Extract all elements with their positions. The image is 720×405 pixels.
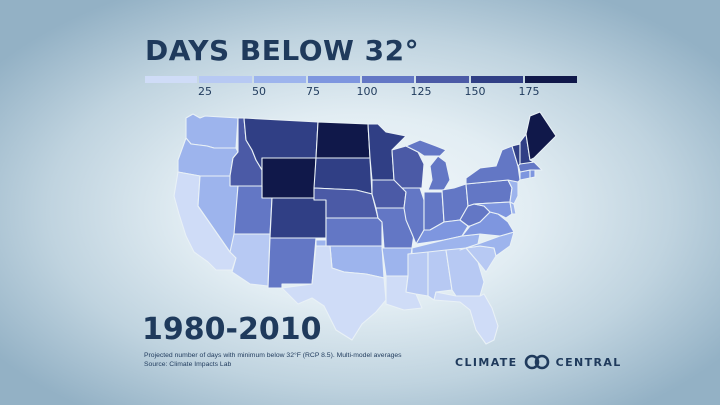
legend-tick: 150 xyxy=(464,85,486,98)
legend-swatch xyxy=(307,76,360,83)
legend-tick: 50 xyxy=(252,85,266,98)
color-legend xyxy=(145,76,577,83)
legend-swatch xyxy=(145,76,198,83)
legend-ticks: 25 50 75 100 125 150 175 xyxy=(145,85,577,101)
state-nm xyxy=(267,237,317,289)
logo-word-right: CENTRAL xyxy=(555,355,622,369)
legend-swatch xyxy=(362,76,415,83)
state-az xyxy=(229,233,271,287)
state-ny xyxy=(465,145,521,185)
state-fl xyxy=(433,291,499,345)
legend-swatch xyxy=(199,76,252,83)
state-me xyxy=(525,111,557,161)
state-mi xyxy=(405,139,451,191)
state-nd xyxy=(315,121,371,159)
climate-central-logo: CLIMATE CENTRAL xyxy=(455,352,622,372)
era-label: 1980-2010 xyxy=(142,312,322,347)
state-ma xyxy=(517,161,543,173)
legend-tick: 100 xyxy=(356,85,378,98)
legend-tick: 125 xyxy=(410,85,432,98)
state-nc xyxy=(459,231,515,257)
legend-swatch xyxy=(253,76,306,83)
legend-swatch xyxy=(524,76,577,83)
legend-tick: 175 xyxy=(518,85,540,98)
legend-swatch xyxy=(470,76,523,83)
legend-tick: 25 xyxy=(198,85,212,98)
state-ri xyxy=(529,169,536,179)
state-il xyxy=(401,187,425,245)
legend-swatch xyxy=(416,76,469,83)
legend-tick: 75 xyxy=(306,85,320,98)
caption-source: Source: Climate Impacts Lab xyxy=(144,361,232,368)
state-nh xyxy=(519,133,535,165)
state-wy xyxy=(261,157,317,199)
state-tx xyxy=(281,245,387,341)
page-title: DAYS BELOW 32° xyxy=(145,34,420,67)
logo-mark-icon xyxy=(524,354,549,370)
state-co xyxy=(269,197,327,239)
caption: Projected number of days with minimum be… xyxy=(144,351,414,369)
state-ms xyxy=(405,251,429,297)
state-ks xyxy=(325,217,383,247)
logo-word-left: CLIMATE xyxy=(455,355,518,369)
caption-description: Projected number of days with minimum be… xyxy=(144,352,402,359)
state-wa xyxy=(185,113,239,149)
